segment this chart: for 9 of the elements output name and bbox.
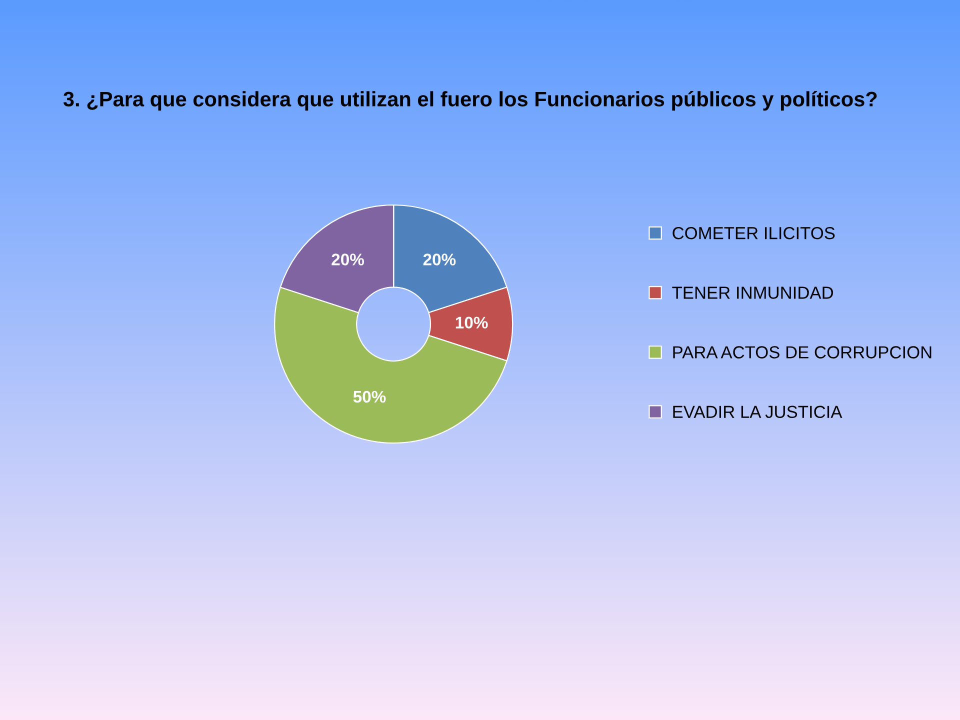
legend-label: EVADIR LA JUSTICIA	[673, 406, 842, 418]
data-label: 10%	[456, 316, 488, 329]
legend-label: PARA ACTOS DE CORRUPCION	[673, 346, 932, 358]
data-label: 20%	[423, 254, 456, 266]
legend-label: TENER INMUNIDAD	[672, 286, 834, 299]
data-label: 20%	[332, 254, 364, 266]
legend-label: COMETER ILICITOS	[672, 226, 835, 240]
data-label: 50%	[353, 390, 386, 403]
chart-title: 3. ¿Para que considera que utilizan el fuero los Funcionarios públicos y políticos?	[63, 91, 877, 111]
